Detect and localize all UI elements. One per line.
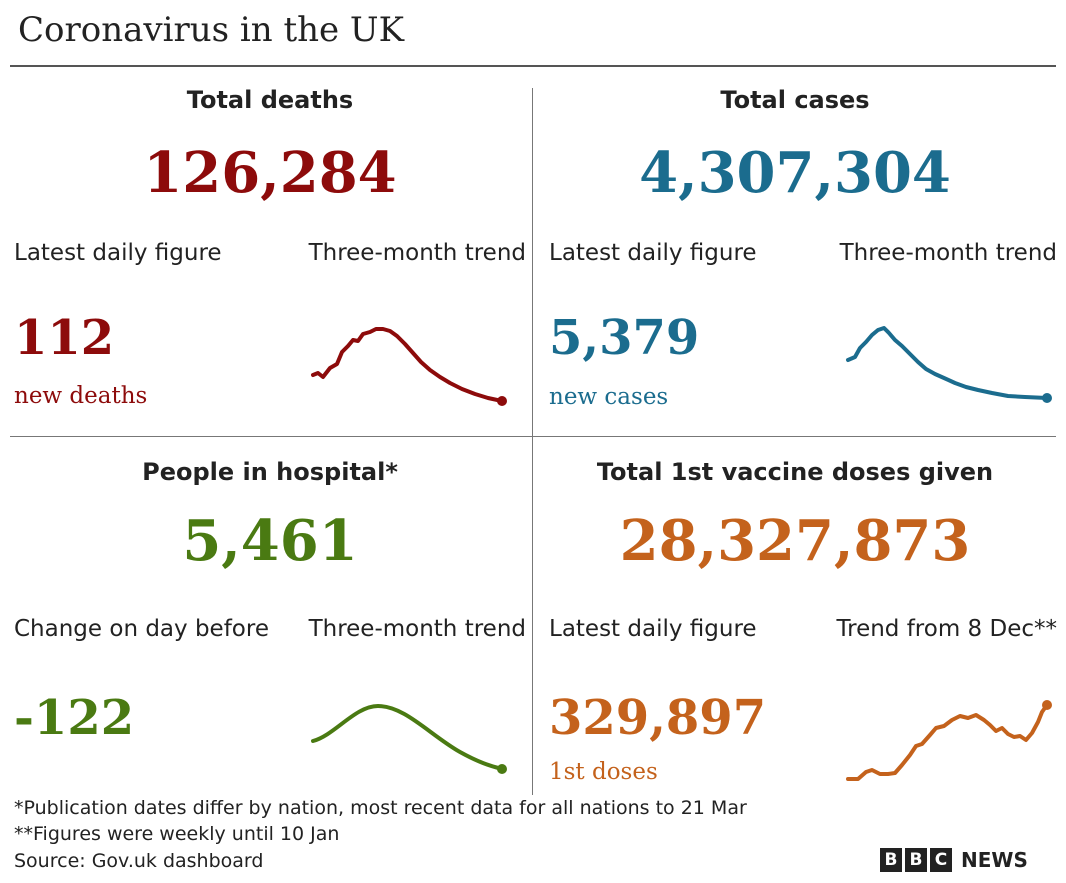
trend-end-dot xyxy=(497,764,507,774)
trend-line xyxy=(846,326,1049,400)
panel-heading: Total deaths xyxy=(186,86,354,114)
page-title: Coronavirus in the UK xyxy=(18,10,404,50)
daily-label: Change on day before xyxy=(14,616,269,642)
title-rule xyxy=(10,65,1056,67)
daily-value: -122 xyxy=(14,690,135,746)
daily-unit: new deaths xyxy=(14,383,148,409)
bbc-news-logo: B B C NEWS xyxy=(880,848,1028,872)
panel-total: 126,284 xyxy=(143,140,397,206)
daily-value: 112 xyxy=(14,310,115,366)
trend-label: Three-month trend xyxy=(308,240,526,266)
daily-value: 329,897 xyxy=(549,690,767,746)
panel-heading: Total 1st vaccine doses given xyxy=(596,458,994,486)
panel-heading: People in hospital* xyxy=(142,458,398,486)
trend-line xyxy=(311,704,504,771)
trend-end-dot xyxy=(1042,700,1052,710)
panel-heading: Total cases xyxy=(720,86,870,114)
daily-label: Latest daily figure xyxy=(14,240,222,266)
daily-unit: 1st doses xyxy=(549,759,658,785)
logo-letter: C xyxy=(930,848,952,872)
panel-total: 4,307,304 xyxy=(639,140,951,206)
trend-label: Trend from 8 Dec** xyxy=(836,616,1057,642)
footnote: **Figures were weekly until 10 Jan xyxy=(14,823,340,845)
panel-total: 28,327,873 xyxy=(619,508,971,574)
daily-unit: new cases xyxy=(549,384,669,410)
trend-line xyxy=(311,327,504,403)
logo-letter: B xyxy=(880,848,902,872)
trend-end-dot xyxy=(497,396,507,406)
trend-line xyxy=(846,703,1049,781)
horizontal-divider xyxy=(10,436,1056,437)
panel-total: 5,461 xyxy=(182,508,358,574)
trend-end-dot xyxy=(1042,393,1052,403)
trend-label: Three-month trend xyxy=(308,616,526,642)
source-note: Source: Gov.uk dashboard xyxy=(14,850,264,872)
footnote: *Publication dates differ by nation, mos… xyxy=(14,797,747,819)
logo-text: NEWS xyxy=(961,848,1028,872)
vertical-divider xyxy=(532,88,533,795)
logo-letter: B xyxy=(905,848,927,872)
daily-label: Latest daily figure xyxy=(549,616,757,642)
daily-value: 5,379 xyxy=(549,310,700,366)
trend-label: Three-month trend xyxy=(839,240,1057,266)
daily-label: Latest daily figure xyxy=(549,240,757,266)
